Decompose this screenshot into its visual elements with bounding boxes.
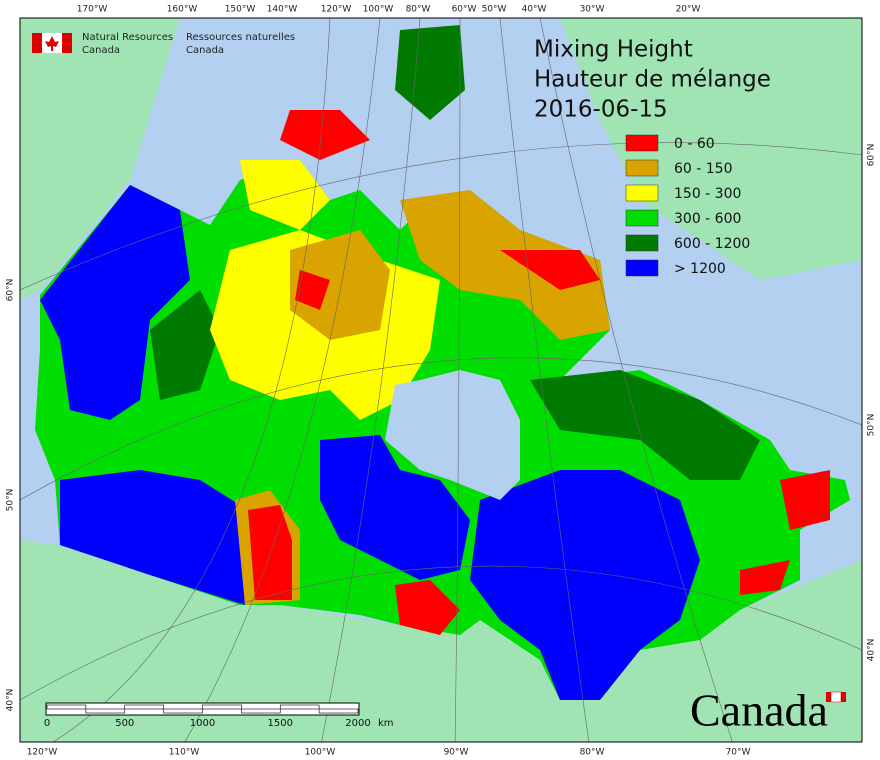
zone-mid (395, 25, 465, 120)
zone-lowest (295, 270, 330, 310)
top-labels: 170°W 160°W 150°W 140°W 120°W 100°W 80°W… (77, 5, 701, 15)
legend-label: 60 - 150 (674, 161, 733, 177)
legend-swatch (625, 259, 659, 277)
zone-lowest (740, 560, 790, 595)
scale-label: 0 (44, 718, 50, 729)
title: Hauteur de mélange (534, 67, 771, 93)
graticule-label: 60°N (867, 144, 877, 167)
graticule-label: 100°W (363, 5, 394, 15)
graticule-label: 160°W (167, 5, 198, 15)
graticule-label: 140°W (267, 5, 298, 15)
usa (20, 540, 862, 742)
graticule-label: 110°W (169, 748, 200, 758)
flag-bar (841, 692, 846, 702)
maple-leaf (45, 36, 59, 51)
scale-bar: 0 500 1000 1500 2000 km (44, 702, 394, 729)
graticule-label: 90°W (444, 748, 469, 758)
alaska (20, 18, 180, 300)
legend-swatch (625, 134, 659, 152)
title: 2016-06-15 (534, 97, 668, 123)
flag-bar (62, 33, 72, 53)
legend: 0 - 60 60 - 150 150 - 300 300 - 600 600 - 12… (625, 134, 750, 277)
graticule-label: 40°N (6, 689, 16, 712)
org-fr: Canada (186, 45, 224, 56)
map-body (20, 18, 862, 742)
graticule-label: 120°W (27, 748, 58, 758)
graticule-label: 50°N (867, 414, 877, 437)
zone-lower (290, 230, 390, 340)
scale-label: 2000 (345, 718, 370, 729)
scale-bar-segment (318, 708, 359, 714)
flag-bar (826, 692, 831, 702)
org-en: Canada (82, 45, 120, 56)
side-labels: 60°N 50°N 40°N 60°N 50°N 40°N (6, 144, 877, 712)
graticule-label: 20°W (676, 5, 701, 15)
graticule-label: 30°W (580, 5, 605, 15)
graticule-label: 80°W (580, 748, 605, 758)
scale-unit: km (378, 718, 394, 729)
legend-label: > 1200 (674, 261, 726, 277)
graticule-label: 50°W (482, 5, 507, 15)
legend-swatch (625, 209, 659, 227)
legend-label: 300 - 600 (674, 211, 741, 227)
legend-swatch (625, 184, 659, 202)
graticule-label: 40°W (522, 5, 547, 15)
zone-mid (530, 370, 760, 480)
zone-lower (400, 190, 610, 340)
zone-high (60, 470, 245, 605)
graticule-label: 120°W (321, 5, 352, 15)
zone-lowest (500, 250, 600, 290)
scale-label: 1000 (190, 718, 215, 729)
legend-label: 600 - 1200 (674, 236, 750, 252)
graticule (20, 18, 862, 742)
scale-bar-segment (279, 704, 320, 710)
flag-bar (32, 33, 42, 53)
bottom-labels: 120°W 110°W 100°W 90°W 80°W 70°W (27, 748, 751, 758)
legend-label: 150 - 300 (674, 186, 741, 202)
graticule-label: 70°W (726, 748, 751, 758)
zone-lowest (280, 110, 370, 160)
zone-lowest (780, 470, 830, 530)
graticule-label: 150°W (225, 5, 256, 15)
zone-high (470, 470, 700, 700)
legend-label: 0 - 60 (674, 136, 715, 152)
scale-bar-segment (241, 708, 281, 714)
scale-label: 1500 (268, 718, 293, 729)
org-en: Natural Resources (82, 32, 173, 43)
zone-high (40, 185, 190, 420)
scale-bar-segment (163, 708, 203, 714)
graticule-label: 60°W (452, 5, 477, 15)
legend-swatch (625, 159, 659, 177)
org-fr: Ressources naturelles (186, 32, 295, 43)
scale-bar-segment (202, 704, 242, 710)
greenland (560, 18, 862, 280)
graticule-label: 60°N (6, 279, 16, 302)
flag-field (830, 691, 842, 703)
zone-lowest (395, 580, 460, 635)
canada-wordmark: Canada (690, 685, 846, 736)
scale-bar-segment (85, 708, 126, 714)
scale-bar-segment (46, 704, 87, 710)
zone-lowest (248, 505, 292, 600)
title: Mixing Height (534, 37, 693, 63)
legend-swatch (625, 234, 659, 252)
graticule-label: 50°N (6, 489, 16, 512)
scale-label: 500 (115, 718, 134, 729)
scale-bar-segment (124, 704, 164, 710)
zone-mid (150, 290, 220, 400)
graticule-label: 100°W (305, 748, 336, 758)
hudson-bay (385, 370, 520, 500)
graticule-label: 40°N (867, 639, 877, 662)
zone-low (240, 160, 330, 230)
nrcan-signature: Natural Resources Canada Ressources natu… (32, 32, 295, 56)
graticule-label: 170°W (77, 5, 108, 15)
wordmark: Canada (690, 685, 828, 736)
frame (19, 17, 863, 743)
graticule-label: 80°W (406, 5, 431, 15)
